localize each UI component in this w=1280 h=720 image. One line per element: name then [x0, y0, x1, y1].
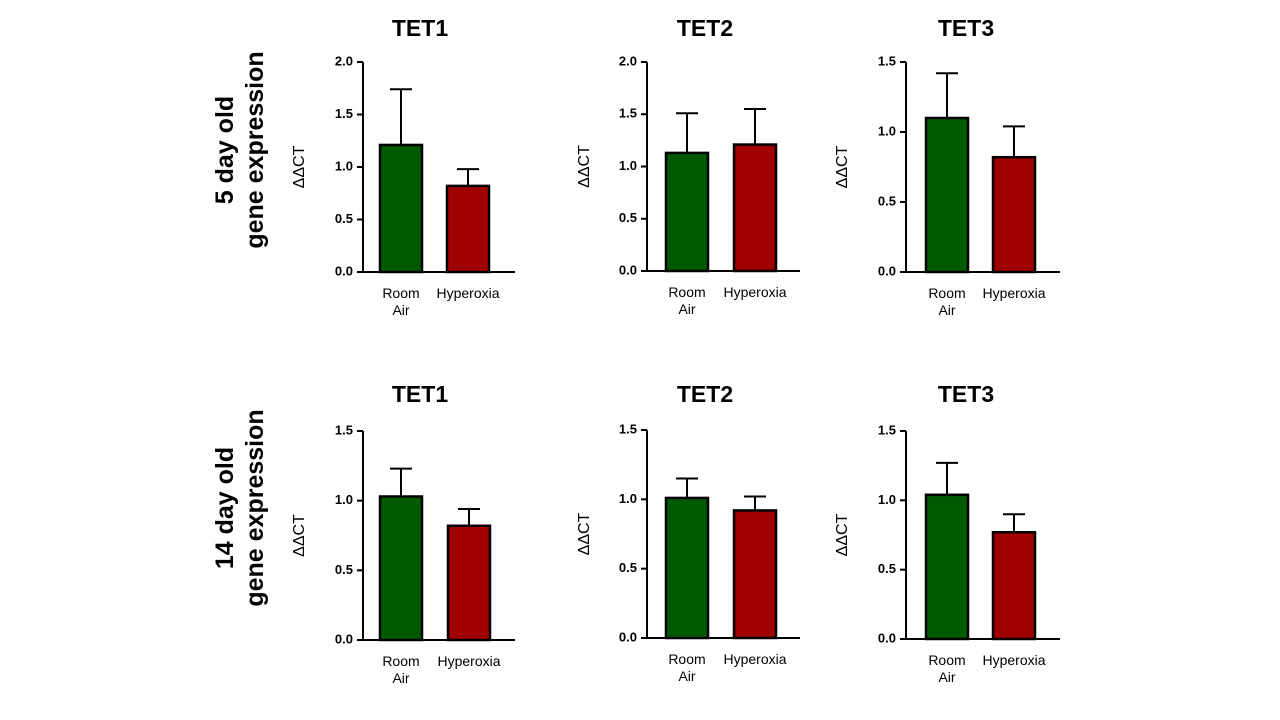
bar-hyperoxia: [991, 530, 1037, 641]
chart-panel-2: TET2 ΔΔCT 0.0 0.5 1.0 1.5 2.0 Room Air Hyperoxia: [576, 15, 800, 317]
x-label-hyperoxia: Hyperoxia: [723, 651, 786, 667]
y-axis-label: ΔΔCT: [834, 145, 851, 188]
y-axis-label: ΔΔCT: [291, 514, 308, 557]
x-label-room-air: Room Air: [928, 652, 965, 685]
chart-title: TET1: [392, 15, 448, 41]
bar-room-air: [378, 143, 424, 274]
y-axis-label: ΔΔCT: [834, 513, 851, 556]
y-tick-label: 1.0: [335, 492, 353, 507]
y-tick-label: 0.5: [878, 193, 896, 208]
x-label-hyperoxia: Hyperoxia: [982, 285, 1045, 301]
bar-room-air: [378, 495, 424, 642]
y-tick-label: 1.5: [335, 422, 353, 437]
y-tick-label: 0.0: [619, 629, 637, 644]
y-tick-label: 0.5: [335, 562, 353, 577]
bar-hyperoxia: [991, 155, 1037, 274]
chart-title: TET3: [938, 15, 994, 41]
x-label-room-air: Room Air: [382, 285, 419, 318]
x-label-room-air: Room Air: [928, 285, 965, 318]
chart-title: TET1: [392, 381, 448, 407]
x-label-room-air: Room Air: [382, 653, 419, 686]
y-tick-label: 1.5: [878, 422, 896, 437]
chart-title: TET2: [677, 381, 733, 407]
y-tick-label: 0.5: [619, 210, 637, 225]
y-tick-label: 1.5: [619, 106, 637, 121]
x-label-room-air: Room Air: [668, 651, 705, 684]
bar-room-air: [664, 496, 710, 640]
x-label-hyperoxia: Hyperoxia: [436, 285, 499, 301]
y-axis-label: ΔΔCT: [576, 512, 593, 555]
x-label-hyperoxia: Hyperoxia: [437, 653, 500, 669]
bar-room-air: [664, 151, 710, 273]
chart-title: TET2: [677, 15, 733, 41]
chart-panel-5: TET2 ΔΔCT 0.0 0.5 1.0 1.5 Room Air Hyperoxia: [576, 381, 800, 684]
y-tick-label: 1.0: [619, 158, 637, 173]
chart-panel-6: TET3 ΔΔCT 0.0 0.5 1.0 1.5 Room Air Hyperoxia: [834, 381, 1060, 685]
y-tick-label: 0.5: [619, 560, 637, 575]
y-tick-label: 0.0: [619, 262, 637, 277]
chart-panel-4: TET1 ΔΔCT 0.0 0.5 1.0 1.5 Room Air Hyperoxia: [291, 381, 515, 686]
y-tick-label: 0.5: [335, 211, 353, 226]
y-tick-label: 0.0: [335, 631, 353, 646]
y-tick-label: 1.0: [878, 123, 896, 138]
y-axis-label: ΔΔCT: [576, 145, 593, 188]
chart-panel-3: TET3 ΔΔCT 0.0 0.5 1.0 1.5 Room Air Hyperoxia: [834, 15, 1060, 318]
bar-hyperoxia: [445, 184, 491, 274]
y-tick-label: 1.5: [335, 106, 353, 121]
y-tick-label: 1.5: [619, 421, 637, 436]
x-label-room-air: Room Air: [668, 284, 705, 317]
bar-hyperoxia: [732, 509, 778, 640]
y-tick-label: 2.0: [619, 53, 637, 68]
y-tick-label: 2.0: [335, 53, 353, 68]
y-tick-label: 0.0: [335, 263, 353, 278]
y-tick-label: 1.0: [335, 158, 353, 173]
chart-title: TET3: [938, 381, 994, 407]
bar-hyperoxia: [446, 524, 492, 642]
y-axis-label: ΔΔCT: [291, 145, 308, 188]
y-tick-label: 0.0: [878, 630, 896, 645]
y-tick-label: 0.5: [878, 561, 896, 576]
y-tick-label: 1.0: [619, 491, 637, 506]
bar-room-air: [924, 493, 970, 641]
y-tick-label: 1.0: [878, 492, 896, 507]
y-tick-label: 0.0: [878, 263, 896, 278]
y-tick-label: 1.5: [878, 53, 896, 68]
x-label-hyperoxia: Hyperoxia: [723, 284, 786, 300]
chart-panel-1: TET1 ΔΔCT 0.0 0.5 1.0 1.5 2.0 Room Air Hyperoxia: [291, 15, 515, 318]
bar-hyperoxia: [732, 143, 778, 273]
bar-room-air: [924, 116, 970, 274]
x-label-hyperoxia: Hyperoxia: [982, 652, 1045, 668]
